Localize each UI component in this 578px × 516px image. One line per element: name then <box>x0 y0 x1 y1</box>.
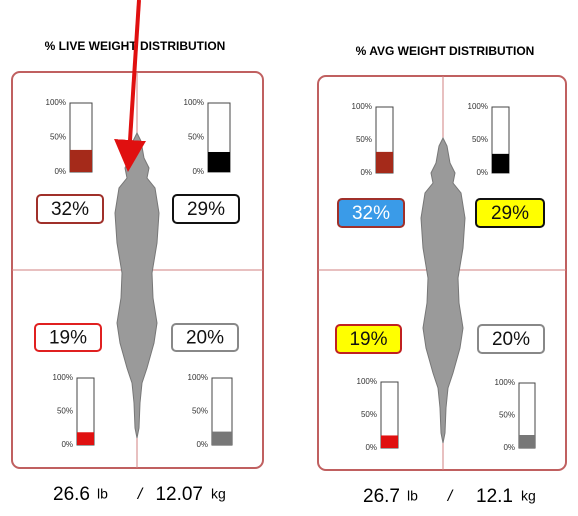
unit-kg: kg <box>211 486 226 502</box>
percent-label: 29% <box>491 203 529 224</box>
weight-lb: 26.6 <box>53 484 90 505</box>
gauge-tick-label: 100% <box>352 102 372 111</box>
gauge-tick-label: 100% <box>357 377 377 386</box>
gauge-fill <box>77 432 94 445</box>
separator: / <box>447 488 454 505</box>
unit-kg: kg <box>521 488 536 504</box>
gauge-tick-label: 0% <box>503 443 515 452</box>
percent-label: 32% <box>51 199 89 220</box>
gauge-tick-label: 0% <box>54 167 66 176</box>
panel-title: % AVG WEIGHT DISTRIBUTION <box>356 44 535 58</box>
gauge-tick-label: 50% <box>50 133 66 142</box>
gauge-tick-label: 50% <box>188 133 204 142</box>
percent-label: 19% <box>49 328 87 349</box>
percent-label: 20% <box>186 328 224 349</box>
gauge-tick-label: 100% <box>468 102 488 111</box>
gauge-tick-label: 50% <box>499 411 515 420</box>
gauge-fill <box>381 435 398 448</box>
gauge-tick-label: 50% <box>361 410 377 419</box>
gauge-fill <box>70 150 92 172</box>
weight-kg: 12.1 <box>476 486 513 507</box>
gauge-tick-label: 100% <box>495 378 515 387</box>
gauge-fill <box>376 152 393 173</box>
gauge-fill <box>519 435 535 448</box>
separator: / <box>137 486 144 503</box>
gauge-tick-label: 50% <box>356 135 372 144</box>
gauge-tick-label: 100% <box>53 373 73 382</box>
percent-label: 32% <box>352 203 390 224</box>
gauge-fill <box>212 432 232 445</box>
gauge-tick-label: 0% <box>192 167 204 176</box>
gauge-fill <box>492 154 509 173</box>
gauge-tick-label: 50% <box>57 407 73 416</box>
gauge-tick-label: 50% <box>472 135 488 144</box>
gauge-tick-label: 0% <box>61 440 73 449</box>
unit-lb: lb <box>97 486 108 502</box>
percent-label: 20% <box>492 329 530 350</box>
gauge-tick-label: 50% <box>192 407 208 416</box>
weight-kg: 12.07 <box>155 484 203 505</box>
gauge-tick-label: 100% <box>184 98 204 107</box>
gauge-tick-label: 100% <box>188 373 208 382</box>
screenshot: % LIVE WEIGHT DISTRIBUTION100%50%0%32%10… <box>0 0 578 516</box>
gauge-tick-label: 0% <box>360 168 372 177</box>
gauge-fill <box>208 152 230 172</box>
gauge-tick-label: 100% <box>46 98 66 107</box>
gauge-tick-label: 0% <box>476 168 488 177</box>
percent-label: 19% <box>349 329 387 350</box>
percent-label: 29% <box>187 199 225 220</box>
gauge-tick-label: 0% <box>196 440 208 449</box>
unit-lb: lb <box>407 488 418 504</box>
weight-lb: 26.7 <box>363 486 400 507</box>
gauge-tick-label: 0% <box>365 443 377 452</box>
